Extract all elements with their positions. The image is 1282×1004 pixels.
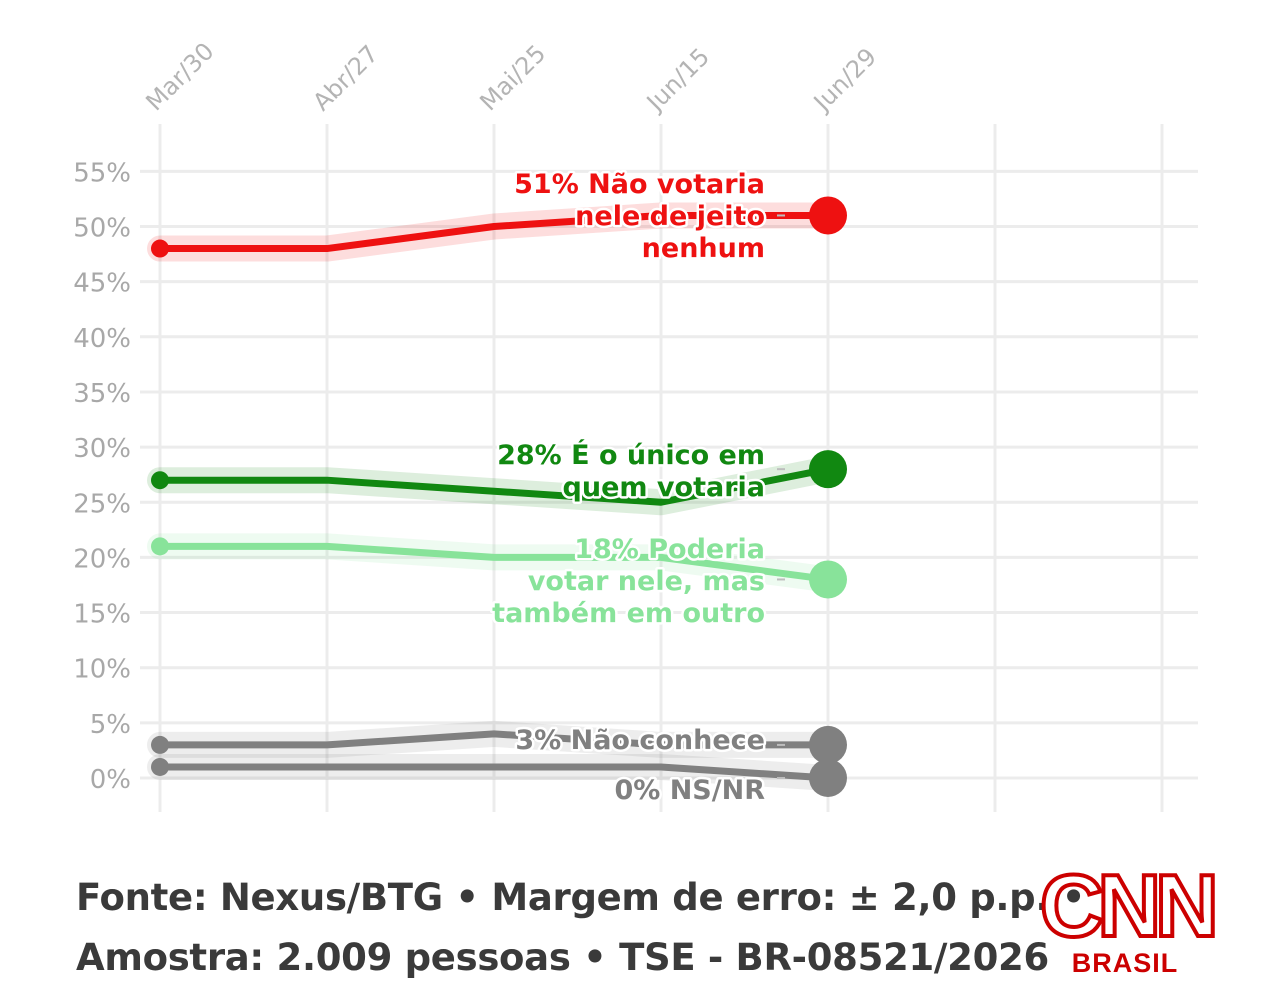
y-tick-label: 50%: [73, 214, 131, 244]
series-end-dot-unico: [809, 450, 847, 489]
footer-line-1: Fonte: Nexus/BTG • Margem de erro: ± 2,0…: [76, 876, 1086, 919]
series-label-poderia: 18% Poderia: [574, 534, 765, 565]
series-label-poderia: votar nele, mas: [528, 566, 765, 597]
series-start-dot-nsnr: [151, 757, 169, 776]
y-tick-label: 10%: [73, 655, 131, 685]
series-end-dot-nsnr: [809, 759, 847, 797]
series-line-nao: [156, 211, 832, 253]
series-label-nao: nele de jeito: [575, 201, 765, 232]
series-start-dot-unico: [151, 471, 169, 490]
y-tick-label: 5%: [90, 710, 131, 740]
footer-line-2: Amostra: 2.009 pessoas • TSE - BR-08521/…: [76, 936, 1049, 979]
y-axis-ticks: 0% 5% 10% 15% 20% 25% 30% 35% 40% 45% 50% 55%: [73, 158, 131, 795]
series-line-nsnr: [156, 763, 832, 782]
series-label-nao: 51% Não votaria: [514, 169, 765, 200]
series-label-unico: quem votaria: [563, 472, 765, 503]
x-tick-label: Mar/30: [140, 37, 219, 116]
series-line-poderia: [156, 542, 832, 583]
series-lines: [156, 211, 832, 782]
y-tick-label: 40%: [73, 324, 131, 354]
series-label-nsnr: 0% NS/NR: [614, 775, 765, 806]
y-tick-label: 20%: [73, 544, 131, 574]
series-start-dot-naoconhece: [151, 735, 169, 754]
y-tick-label: 35%: [73, 379, 131, 409]
x-tick-label: Jun/29: [807, 43, 882, 118]
series-label-poderia: também em outro: [492, 598, 765, 629]
y-tick-label: 55%: [73, 158, 131, 188]
x-tick-label: Abr/27: [307, 40, 383, 116]
logo-brasil-text: BRASIL: [1071, 948, 1179, 978]
line-chart: 0% 5% 10% 15% 20% 25% 30% 35% 40% 45% 50% 55% Mar/3…: [73, 37, 1198, 812]
series-end-dots: [151, 196, 847, 797]
y-tick-label: 15%: [73, 600, 131, 630]
y-tick-label: 0%: [90, 765, 131, 795]
series-label-unico: 28% É o único em: [497, 439, 765, 471]
source-footer: Fonte: Nexus/BTG • Margem de erro: ± 2,0…: [76, 868, 1086, 988]
series-line-naoconhece: [156, 730, 832, 749]
series-line-unico: [156, 465, 832, 506]
x-tick-label: Mai/25: [474, 39, 551, 116]
y-tick-label: 30%: [73, 434, 131, 464]
x-axis-ticks: Mar/30 Abr/27 Mai/25 Jun/15 Jun/29: [140, 37, 882, 118]
cnn-brasil-logo: CNN BRASIL: [1038, 856, 1221, 982]
x-tick-label: Jun/15: [640, 43, 715, 118]
series-start-dot-poderia: [151, 537, 169, 556]
logo-cnn-text: CNN: [1038, 856, 1221, 955]
series-label-nao: nenhum: [642, 233, 765, 264]
series-end-dot-nao: [809, 196, 847, 235]
series-label-naoconhece: 3% Não conhece: [515, 725, 765, 756]
series-end-dot-naoconhece: [809, 725, 847, 764]
y-tick-label: 45%: [73, 269, 131, 299]
series-end-dot-poderia: [809, 560, 847, 599]
y-tick-label: 25%: [73, 489, 131, 519]
series-start-dot-nao: [151, 239, 169, 258]
